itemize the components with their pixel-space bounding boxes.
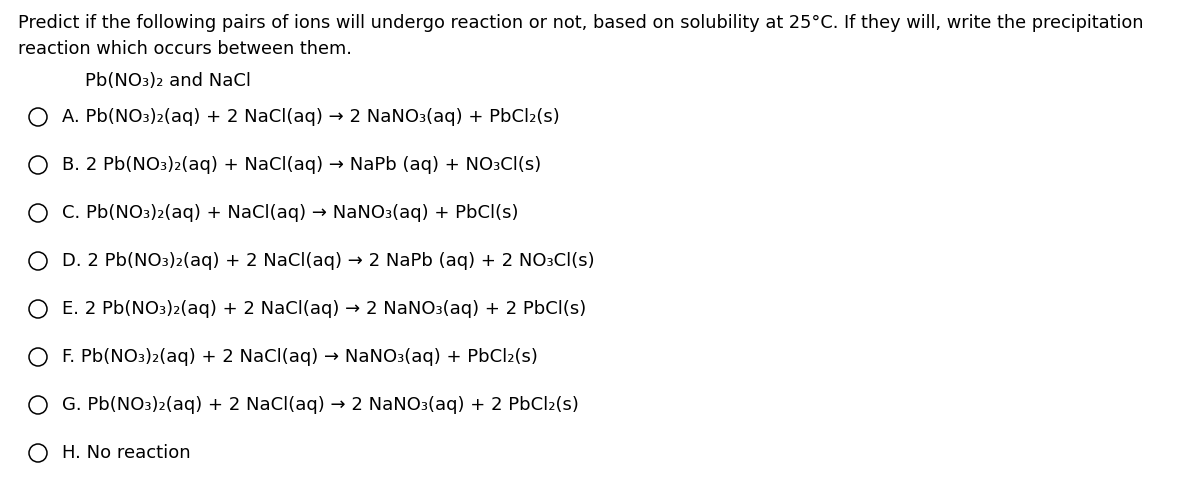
Text: D. 2 Pb(NO₃)₂(aq) + 2 NaCl(aq) → 2 NaPb (aq) + 2 NO₃Cl(s): D. 2 Pb(NO₃)₂(aq) + 2 NaCl(aq) → 2 NaPb … xyxy=(62,252,595,270)
Text: Pb(NO₃)₂ and NaCl: Pb(NO₃)₂ and NaCl xyxy=(85,72,251,90)
Text: F. Pb(NO₃)₂(aq) + 2 NaCl(aq) → NaNO₃(aq) + PbCl₂(s): F. Pb(NO₃)₂(aq) + 2 NaCl(aq) → NaNO₃(aq)… xyxy=(62,348,538,366)
Text: E. 2 Pb(NO₃)₂(aq) + 2 NaCl(aq) → 2 NaNO₃(aq) + 2 PbCl(s): E. 2 Pb(NO₃)₂(aq) + 2 NaCl(aq) → 2 NaNO₃… xyxy=(62,300,587,318)
Text: G. Pb(NO₃)₂(aq) + 2 NaCl(aq) → 2 NaNO₃(aq) + 2 PbCl₂(s): G. Pb(NO₃)₂(aq) + 2 NaCl(aq) → 2 NaNO₃(a… xyxy=(62,396,578,414)
Text: H. No reaction: H. No reaction xyxy=(62,444,191,462)
Text: Predict if the following pairs of ions will undergo reaction or not, based on so: Predict if the following pairs of ions w… xyxy=(18,14,1144,32)
Text: A. Pb(NO₃)₂(aq) + 2 NaCl(aq) → 2 NaNO₃(aq) + PbCl₂(s): A. Pb(NO₃)₂(aq) + 2 NaCl(aq) → 2 NaNO₃(a… xyxy=(62,108,559,126)
Text: reaction which occurs between them.: reaction which occurs between them. xyxy=(18,40,352,58)
Text: C. Pb(NO₃)₂(aq) + NaCl(aq) → NaNO₃(aq) + PbCl(s): C. Pb(NO₃)₂(aq) + NaCl(aq) → NaNO₃(aq) +… xyxy=(62,204,518,222)
Text: B. 2 Pb(NO₃)₂(aq) + NaCl(aq) → NaPb (aq) + NO₃Cl(s): B. 2 Pb(NO₃)₂(aq) + NaCl(aq) → NaPb (aq)… xyxy=(62,156,541,174)
